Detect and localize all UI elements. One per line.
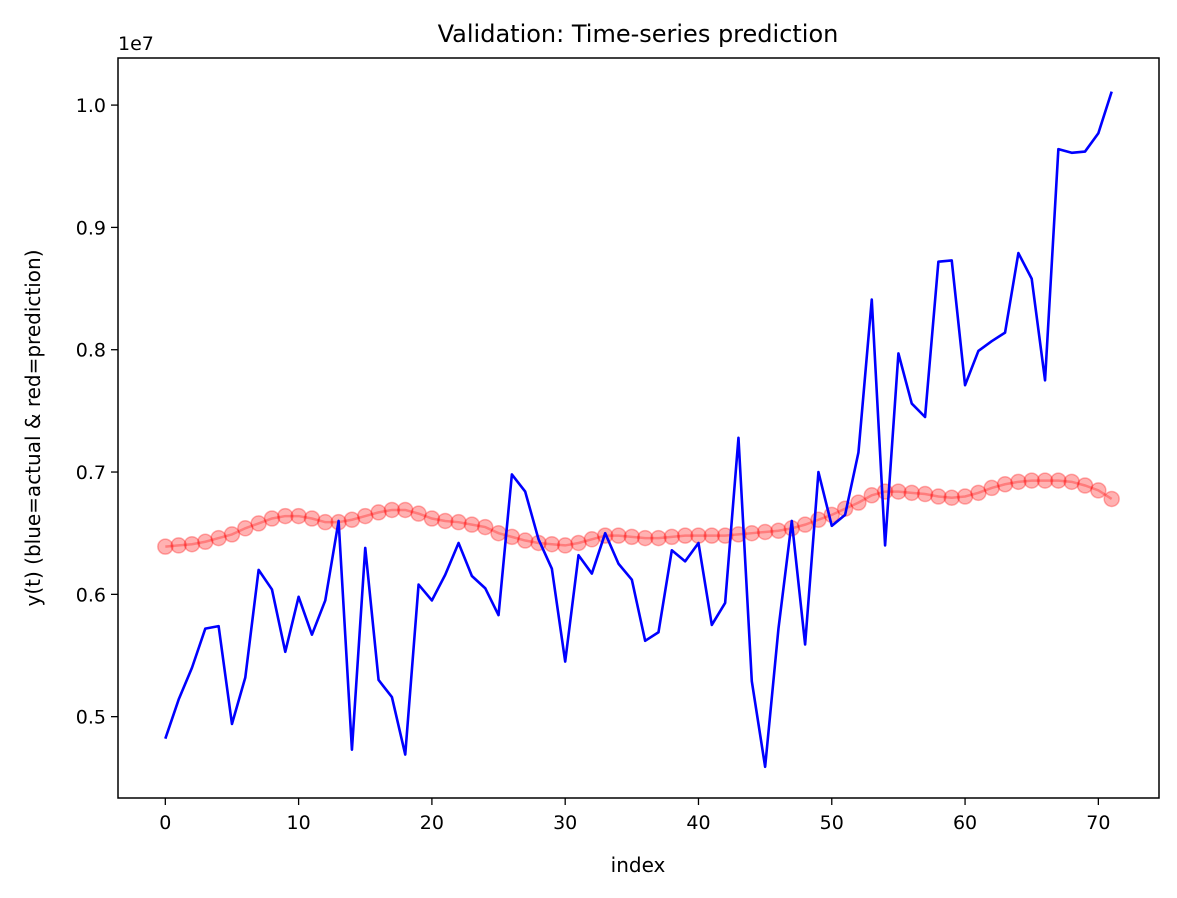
- prediction-point: [716, 527, 734, 544]
- x-tick-label: 10: [287, 812, 311, 834]
- prediction-point: [796, 516, 814, 533]
- chart-title: Validation: Time-series prediction: [438, 20, 839, 48]
- prediction-point: [583, 531, 601, 548]
- prediction-point: [1036, 472, 1054, 489]
- prediction-point: [1090, 482, 1107, 499]
- x-tick-label: 0: [159, 812, 171, 834]
- x-tick-label: 50: [820, 812, 844, 834]
- prediction-point: [396, 501, 414, 519]
- prediction-point: [383, 501, 401, 519]
- prediction-point: [663, 528, 681, 546]
- actual-line: [164, 91, 1113, 769]
- prediction-point: [1103, 490, 1120, 508]
- prediction-point: [850, 494, 867, 511]
- prediction-point: [650, 529, 667, 547]
- prediction-point: [450, 513, 467, 531]
- prediction-point: [250, 515, 267, 532]
- prediction-point: [157, 538, 174, 555]
- prediction-point: [956, 488, 974, 505]
- prediction-line: [165, 479, 1113, 548]
- prediction-point: [863, 487, 881, 504]
- prediction-point: [197, 533, 214, 551]
- prediction-point: [1023, 472, 1040, 489]
- y-offset-label: 1e7: [118, 33, 154, 55]
- x-tick-label: 30: [553, 812, 577, 834]
- prediction-point: [476, 518, 494, 536]
- prediction-point: [503, 528, 521, 546]
- prediction-point: [636, 529, 654, 547]
- prediction-point: [676, 527, 694, 544]
- prediction-point: [890, 483, 907, 500]
- prediction-point: [277, 507, 294, 525]
- prediction-point: [556, 537, 574, 554]
- x-axis-title: index: [611, 853, 666, 877]
- prediction-point: [357, 507, 374, 525]
- y-tick-label: 0.7: [76, 462, 106, 484]
- prediction-point: [303, 510, 321, 527]
- prediction-point: [983, 479, 1000, 497]
- prediction-point: [223, 526, 241, 543]
- prediction-point: [370, 504, 387, 521]
- prediction-point: [943, 489, 960, 506]
- prediction-point: [970, 484, 987, 502]
- prediction-point: [317, 513, 334, 531]
- prediction-point: [610, 527, 627, 544]
- prediction-point: [343, 511, 361, 528]
- prediction-point: [463, 516, 481, 533]
- y-tick-label: 0.6: [76, 584, 106, 606]
- x-tick-label: 60: [953, 812, 977, 834]
- plot-frame: [117, 57, 1160, 799]
- y-tick-label: 0.8: [76, 340, 106, 362]
- prediction-point: [410, 505, 427, 522]
- prediction-point: [703, 527, 721, 544]
- prediction-point: [263, 510, 281, 527]
- prediction-point: [916, 485, 934, 503]
- y-tick-label: 0.5: [76, 707, 106, 729]
- prediction-point: [516, 532, 534, 549]
- prediction-point: [1010, 473, 1027, 491]
- x-tick-label: 20: [420, 812, 444, 834]
- prediction-point: [930, 488, 947, 505]
- prediction-point: [996, 476, 1014, 493]
- prediction-point: [570, 534, 587, 552]
- prediction-point: [290, 507, 307, 525]
- prediction-point: [1076, 477, 1094, 494]
- prediction-point: [543, 535, 561, 553]
- y-axis-title: y(t) (blue=actual & red=prediction): [21, 249, 45, 606]
- series-layer: [157, 91, 1120, 769]
- x-tick-label: 70: [1086, 812, 1110, 834]
- plot-area: 0 10 20 30 40 50 60 70 0.5 0.6 0.7 0.8 0.9 1.0: [76, 57, 1160, 834]
- prediction-point: [436, 512, 454, 530]
- y-tick-label: 1.0: [76, 95, 106, 117]
- prediction-point: [237, 520, 254, 537]
- prediction-point: [756, 523, 774, 541]
- x-axis-ticks: 0 10 20 30 40 50 60 70: [159, 798, 1110, 834]
- prediction-point: [903, 484, 920, 502]
- prediction-point: [423, 510, 441, 527]
- prediction-point: [623, 528, 641, 546]
- prediction-point: [1063, 473, 1080, 491]
- y-tick-label: 0.9: [76, 217, 106, 239]
- y-axis-ticks: 0.5 0.6 0.7 0.8 0.9 1.0: [76, 95, 118, 729]
- prediction-point: [210, 529, 227, 547]
- x-tick-label: 40: [686, 812, 710, 834]
- prediction-point: [170, 537, 187, 554]
- prediction-point: [1050, 472, 1067, 489]
- prediction-point: [770, 522, 787, 539]
- prediction-point: [183, 535, 201, 553]
